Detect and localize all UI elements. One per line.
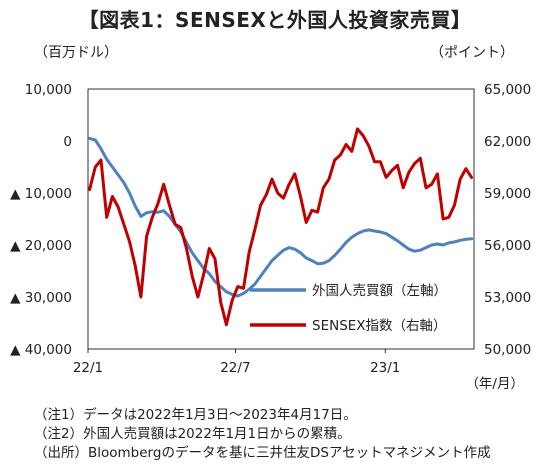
- series-line-1: [88, 127, 474, 327]
- x-axis-unit: （年/月）: [465, 376, 524, 392]
- line-chart: 10,000 0 ▲ 10,000 ▲ 20,000 ▲ 30,000 ▲ 40,000 6…: [10, 82, 531, 392]
- plot-frame: [87, 88, 475, 350]
- right-tick-label-3: 56,000: [484, 238, 531, 254]
- left-tick-label-3: ▲ 20,000: [10, 238, 72, 254]
- right-axis-unit: （ポイント）: [430, 45, 514, 61]
- right-tick-label-2: 59,000: [484, 186, 531, 202]
- left-axis-unit: （百万ドル）: [34, 45, 118, 61]
- chart-title: 【図表1：SENSEXと外国人投資家売買】: [78, 8, 472, 32]
- right-tick-label-4: 53,000: [484, 290, 531, 306]
- note-1: （注1）データは2022年1月3日～2023年4月17日。: [34, 407, 357, 423]
- left-tick-label-2: ▲ 10,000: [10, 186, 72, 202]
- x-tick-label-0: 22/1: [73, 360, 103, 376]
- left-tick-label-1: 0: [63, 134, 72, 150]
- left-tick-label-5: ▲ 40,000: [10, 342, 72, 358]
- right-tick-label-1: 62,000: [484, 134, 531, 150]
- legend-label-0: 外国人売買額（左軸）: [312, 283, 447, 299]
- x-tick-label-2: 23/1: [370, 360, 400, 376]
- note-source: （出所）Bloombergのデータを基に三井住友DSアセットマネジメント作成: [34, 445, 491, 461]
- right-tick-label-0: 65,000: [484, 82, 531, 98]
- left-tick-label-0: 10,000: [25, 82, 72, 98]
- footnotes: （注1）データは2022年1月3日～2023年4月17日。 （注2）外国人売買額…: [34, 406, 491, 463]
- legend-label-1: SENSEX指数（右軸）: [312, 318, 447, 334]
- left-tick-label-4: ▲ 30,000: [10, 290, 72, 306]
- note-2: （注2）外国人売買額は2022年1月1日からの累積。: [34, 426, 351, 442]
- x-tick-label-1: 22/7: [220, 360, 250, 376]
- right-tick-label-5: 50,000: [484, 342, 531, 358]
